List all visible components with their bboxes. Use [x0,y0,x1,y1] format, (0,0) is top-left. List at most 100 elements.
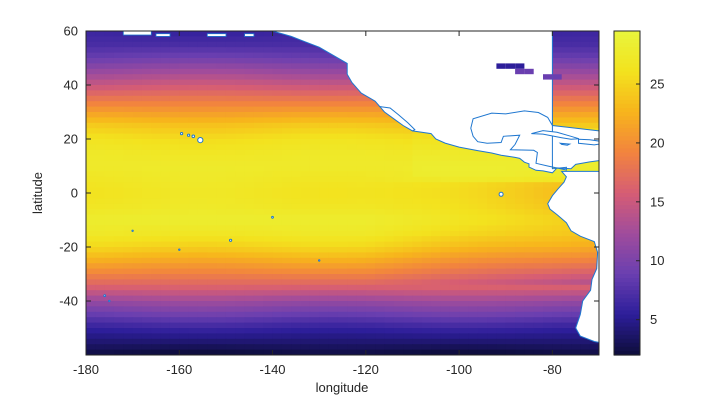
heatmap-cell [123,95,134,102]
heatmap-cell [197,187,208,194]
heatmap-cell [356,101,367,108]
heatmap-cell [291,268,302,275]
colorbar-segment [614,43,640,48]
heatmap-cell [197,214,208,221]
heatmap-cell [104,252,115,259]
colorbar-segment [614,188,640,194]
heatmap-cell [86,41,96,48]
heatmap-cell [216,41,227,48]
heatmap-cell [487,344,497,351]
heatmap-cell [468,209,479,216]
colorbar-segment [614,310,640,316]
heatmap-cell [356,193,367,199]
heatmap-cell [225,306,236,313]
heatmap-cell [365,311,376,318]
heatmap-cell [113,90,124,97]
heatmap-cell [328,252,339,259]
heatmap-cell [151,182,162,189]
heatmap-cell [132,36,143,43]
heatmap-cell [561,117,572,124]
heatmap-cell [235,295,246,302]
heatmap-cell [179,117,190,124]
heatmap-cell [459,193,470,199]
heatmap-cell [533,193,544,199]
heatmap-cell [244,128,255,135]
heatmap-cell [132,290,143,297]
island-8 [178,248,181,251]
heatmap-cell [244,225,255,232]
heatmap-cell [384,268,395,275]
heatmap-cell [580,36,591,43]
heatmap-cell [151,74,162,81]
heatmap-cell [533,247,544,253]
heatmap-cell [496,171,507,178]
heatmap-cell [319,284,330,291]
heatmap-cell [384,338,395,345]
heatmap-cell [552,338,563,345]
heatmap-cell [113,52,124,59]
heatmap-cell [216,187,227,194]
heatmap-cell [291,263,302,270]
heatmap-cell [571,317,581,324]
heatmap-cell [393,252,404,259]
heatmap-cell [216,47,227,54]
heatmap-cell [197,295,208,302]
heatmap-cell [235,284,246,291]
heatmap-cell [384,149,395,156]
heatmap-cell [225,317,236,324]
heatmap-cell [431,230,442,237]
heatmap-cell [300,117,311,124]
heatmap-cell [375,241,386,248]
heatmap-cell [291,214,302,221]
island-11 [108,299,111,303]
heatmap-cell [95,317,106,324]
heatmap-cell [253,214,264,221]
heatmap-cell [375,171,386,178]
heatmap-cell [104,144,115,151]
heatmap-cell [113,214,124,221]
heatmap-cell [132,171,143,178]
heatmap-cell [384,133,395,140]
colorbar-segment [614,221,640,226]
heatmap-cell [468,198,479,205]
heatmap-cell [272,322,283,329]
heatmap-cell [580,263,591,270]
heatmap-cell [309,257,320,264]
heatmap-cell [197,333,208,340]
heatmap-cell [179,68,190,75]
heatmap-cell [468,268,479,275]
heatmap-cell [561,279,572,286]
heatmap-cell [253,68,264,75]
heatmap-cell [272,247,283,253]
heatmap-cell [412,241,423,248]
heatmap-cell [421,155,432,162]
heatmap-cell [571,257,581,264]
heatmap-cell [197,317,208,324]
heatmap-cell [580,63,591,70]
colorbar-segment [614,201,640,206]
heatmap-cell [515,344,525,351]
heatmap-cell [477,247,488,253]
heatmap-cell [291,311,302,318]
heatmap-cell [272,58,283,64]
heatmap-cell [309,74,320,81]
heatmap-cell [95,63,106,70]
heatmap-cell [328,90,339,97]
heatmap-cell [207,241,218,248]
heatmap-cell [123,85,134,91]
heatmap-cell [160,203,171,210]
heatmap-cell [263,247,274,253]
heatmap-cell [263,225,274,232]
heatmap-cell [412,247,423,253]
heatmap-cell [533,209,544,216]
heatmap-cell [571,301,581,307]
heatmap-cell [197,344,208,351]
heatmap-cell [449,349,460,355]
colorbar-segment [614,152,640,158]
heatmap-cell [197,279,208,286]
heatmap-cell [393,268,404,275]
heatmap-cell [188,68,199,75]
heatmap-cell [113,36,124,43]
heatmap-cell [104,58,115,64]
heatmap-cell [589,74,599,81]
